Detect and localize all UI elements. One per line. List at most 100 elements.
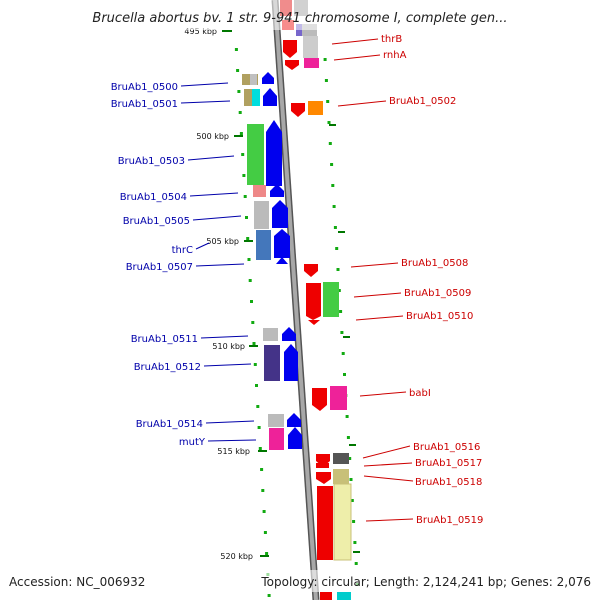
forward-leader-lines [180,82,257,442]
gene-bar-0503[interactable] [247,124,264,185]
gene-arrow-babI[interactable] [312,388,327,411]
gene-label-0509[interactable]: BruAb1_0509 [404,288,471,299]
gene-arrow-0503[interactable] [266,120,282,186]
gene-label-0504[interactable]: BruAb1_0504 [120,192,187,203]
gene-bar-0517[interactable] [316,463,329,468]
gene-bar-0514[interactable] [268,414,284,427]
gene-arrow-0519[interactable] [317,486,333,560]
gene-bar-0500-tail [250,74,257,85]
gene-bar-0516[interactable] [333,453,349,464]
gene-arrow-0502[interactable] [291,103,305,117]
track-dot [349,478,353,481]
leader-0505 [192,215,242,221]
gene-bar-0512[interactable] [264,345,280,381]
gene-arrow-mutY[interactable] [288,427,302,449]
gene-arrow-0505[interactable] [272,200,288,228]
gene-label-0516[interactable]: BruAb1_0516 [413,442,480,453]
gene-bar-0511[interactable] [263,328,278,341]
gene-arrow-thrC[interactable] [274,229,290,258]
track-dot [253,363,257,366]
track-dot [263,531,267,534]
leader-0508 [350,262,399,268]
track-dot [248,279,252,282]
gene-label-0510[interactable]: BruAb1_0510 [406,311,473,322]
gene-label-0514[interactable]: BruAb1_0514 [136,419,203,430]
accession-text: Accession: NC_006932 [9,575,145,589]
gene-bar-0504[interactable] [253,185,266,197]
track-dot [336,268,340,271]
reverse-strand-features [280,0,352,600]
track-dot [354,562,358,565]
gene-arrow-0514[interactable] [287,413,301,427]
tick-label: 510 kbp [212,342,245,351]
gene-arrow-thrB[interactable] [283,40,297,58]
track-dot [257,426,261,429]
track-dot [328,142,332,145]
gene-label-0517[interactable]: BruAb1_0517 [415,458,482,469]
gene-arrow-rnhA[interactable] [285,60,299,70]
gene-label-mutY[interactable]: mutY [179,437,206,448]
gene-label-0502[interactable]: BruAb1_0502 [389,96,456,107]
gene-label-thrB[interactable]: thrB [381,34,402,45]
track-dot [265,552,269,555]
track-dot [327,121,331,124]
gene-arrow-0507[interactable] [276,257,288,264]
gene-arrow-0511[interactable] [282,327,296,341]
track-dot [238,111,242,114]
gene-bar-0501-b[interactable] [252,89,260,106]
gene-label-0507[interactable]: BruAb1_0507 [126,262,193,273]
gene-label-0505[interactable]: BruAb1_0505 [123,216,190,227]
leader-babI [359,391,407,397]
track-dot [242,174,246,177]
gene-label-babI[interactable]: babI [409,388,431,399]
track-dot [267,594,271,597]
gene-label-rnhA[interactable]: rnhA [383,50,407,61]
leader-0510 [355,315,404,321]
gene-bar-rnhA[interactable] [304,58,319,68]
gene-arrow-0510[interactable] [308,320,320,325]
track-dot [339,310,343,313]
track-dot [341,352,345,355]
track-dot [255,384,258,387]
track-dot [236,69,240,72]
gene-bar-0519[interactable] [333,483,352,561]
track-dot [333,226,337,229]
gene-arrow-0509[interactable] [306,283,321,320]
track-dot [247,258,251,261]
track-dot [234,48,238,51]
gene-arrow-0512[interactable] [284,344,298,381]
tick-label: 500 kbp [196,132,229,141]
track-dot [326,100,330,103]
gene-arrow-0518[interactable] [316,472,331,484]
gene-bar-thrC[interactable] [256,230,271,260]
track-dot [243,195,247,198]
gene-label-0512[interactable]: BruAb1_0512 [134,362,201,373]
tick-label: 515 kbp [217,447,250,456]
track-dot [261,489,265,492]
gene-label-0511[interactable]: BruAb1_0511 [131,334,198,345]
gene-label-0501[interactable]: BruAb1_0501 [111,99,178,110]
gene-label-thrC[interactable]: thrC [172,245,193,256]
track-dot [350,499,354,502]
gene-bar-0505[interactable] [254,201,269,229]
track-dot [330,163,334,166]
gene-label-0508[interactable]: BruAb1_0508 [401,258,468,269]
track-dot [258,447,262,450]
gene-arrow-0500[interactable] [262,72,274,84]
track-dot [331,184,335,187]
gene-bar-0502[interactable] [308,101,323,115]
gene-arrow-0508[interactable] [304,264,318,277]
gene-label-0519[interactable]: BruAb1_0519 [416,515,483,526]
gene-bar-0518[interactable] [333,469,349,484]
gene-arrow-0501[interactable] [263,88,277,106]
leader-thrB [331,38,379,45]
gene-bar-mutY[interactable] [269,428,284,450]
gene-bar-0509[interactable] [323,282,339,317]
gene-label-0500[interactable]: BruAb1_0500 [111,82,178,93]
gene-bar-babI[interactable] [330,386,347,410]
gene-label-0503[interactable]: BruAb1_0503 [118,156,185,167]
gene-label-0518[interactable]: BruAb1_0518 [415,477,482,488]
reverse-gene-labels: thrB rnhA BruAb1_0502 BruAb1_0508 BruAb1… [381,34,483,526]
gene-arrow-0504[interactable] [270,184,284,197]
